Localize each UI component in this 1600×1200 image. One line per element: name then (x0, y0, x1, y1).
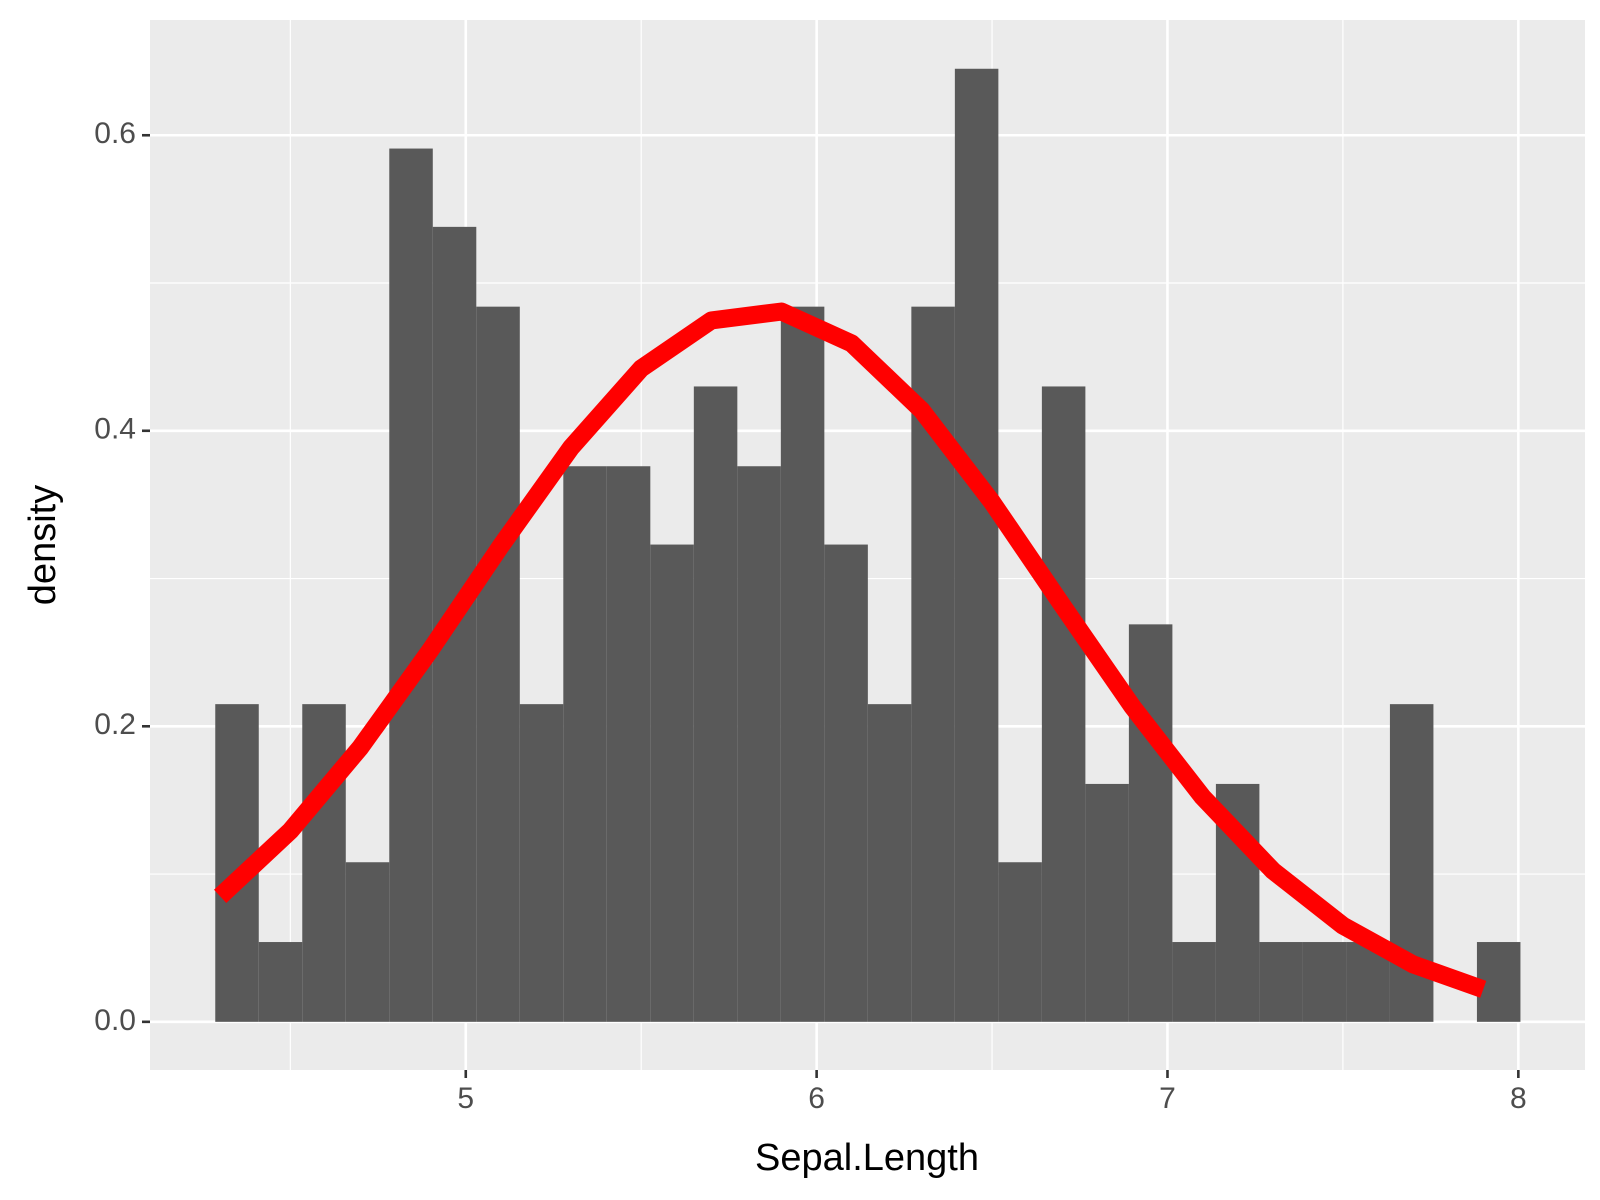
bar (1041, 386, 1086, 1022)
y-tick-label: 0.6 (94, 117, 136, 150)
bar (606, 466, 651, 1022)
bar (389, 148, 433, 1022)
axes: 5 6 7 8 0.0 0.2 0.4 0.6 (94, 117, 1526, 1115)
bar (650, 544, 694, 1022)
y-tick-label: 0.0 (94, 1004, 136, 1037)
bar (737, 466, 781, 1022)
x-axis-title: Sepal.Length (755, 1137, 979, 1179)
bar (780, 306, 825, 1022)
x-tick-label: 6 (808, 1082, 825, 1115)
x-tick-label: 5 (457, 1082, 474, 1115)
curve-layer (214, 302, 1487, 998)
bar (302, 704, 346, 1022)
bar (1259, 942, 1303, 1022)
bars (215, 68, 1521, 1022)
bar (519, 704, 564, 1022)
bar (824, 544, 868, 1022)
bar (954, 68, 999, 1022)
x-tick-label: 8 (1510, 1082, 1527, 1115)
bar (1085, 783, 1129, 1022)
bar (693, 386, 738, 1022)
bar (867, 704, 912, 1022)
bar (345, 862, 390, 1022)
bar (1172, 942, 1216, 1022)
x-tick-label: 7 (1159, 1082, 1176, 1115)
y-tick-label: 0.2 (94, 708, 136, 741)
bar (476, 306, 520, 1022)
density-curve (214, 302, 1487, 998)
bar (258, 942, 303, 1022)
bar (1128, 624, 1173, 1022)
bar (563, 466, 607, 1022)
y-tick-label: 0.4 (94, 413, 136, 446)
bar (998, 862, 1042, 1022)
bar (1302, 942, 1347, 1022)
y-axis-title: density (22, 485, 64, 605)
